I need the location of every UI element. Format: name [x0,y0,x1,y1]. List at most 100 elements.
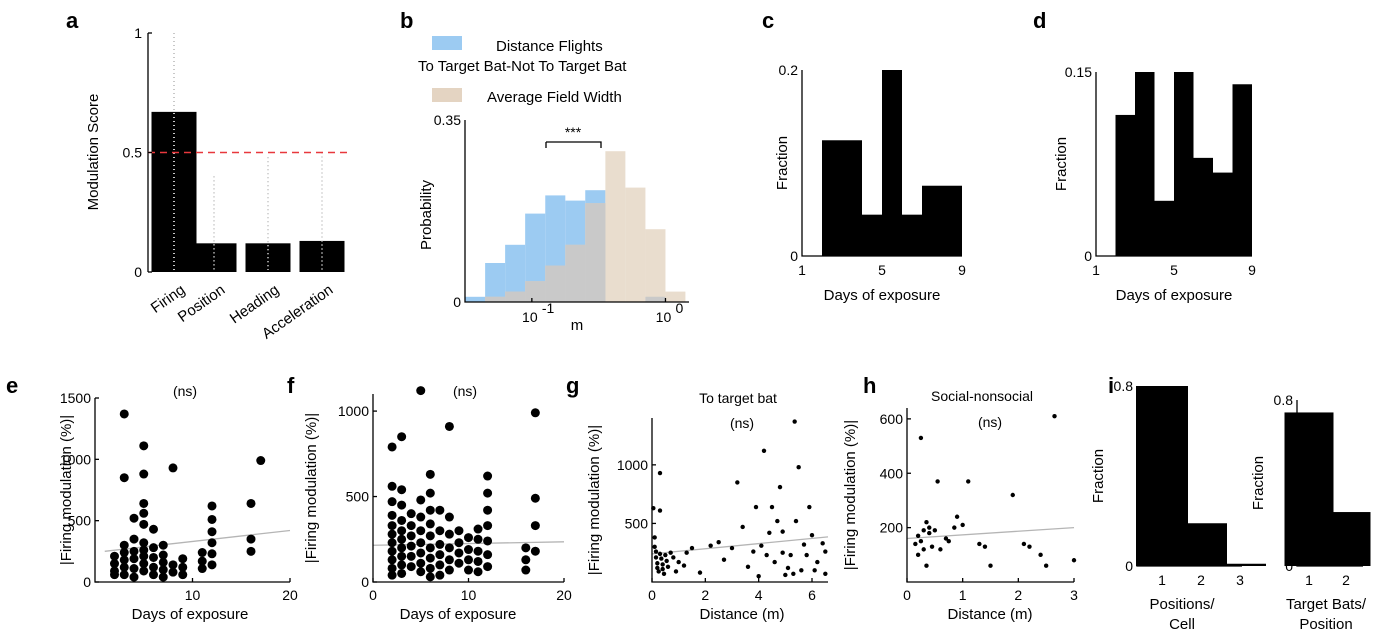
panel-d-xlabel: Days of exposure [1116,287,1233,304]
panel-h-xtick-label: 0 [903,587,911,603]
panel-f-point [397,534,407,544]
panel-g-point [652,544,657,550]
panel-i-bar [1214,563,1266,566]
panel-g-point [759,543,764,548]
panel-f-point [435,539,445,549]
panel-a-bar-firing [151,111,197,273]
panel-e-point [129,554,139,564]
panel-f-point [397,500,407,510]
panel-g-point [652,535,657,540]
panel-h-point [929,544,935,549]
panel-e-point [119,570,129,580]
panel-i-xtick-label: 3 [1236,572,1244,588]
panel-h-ytick-label: 400 [880,465,904,481]
panel-a-ylabel: Modulation Score [85,94,102,211]
panel-f-point [397,568,407,578]
panel-e-point [139,508,149,518]
panel-c-xtick-label: 5 [878,262,886,278]
panel-h-point [952,525,957,530]
panel-e-point [149,543,158,553]
panel-f-point [444,555,454,565]
panel-g-point [785,565,791,571]
panel-g-point [653,549,659,554]
panel-f-point [425,505,435,515]
panel-f-point [444,543,454,553]
panel-h-point [1038,552,1043,558]
panel-g-xtick-label: 4 [755,587,763,603]
panel-f-point [483,521,493,531]
panel-g-point [793,518,799,524]
panel-f-point [483,471,493,481]
panel-b-overlap-bar [565,244,586,302]
panel-g-point [799,568,804,573]
panel-h-point [1043,563,1049,568]
panel-f-point [406,509,416,519]
panel-b-axes [464,120,689,303]
panel-i-xtick-label: 1 [1305,572,1313,588]
panel-h-xtick-label: 2 [1014,587,1022,603]
panel-g-point [716,539,721,545]
panel-f-point [444,512,454,522]
panel-i-ytick-label: 0.8 [1114,378,1134,394]
panel-i-axes [1296,400,1363,567]
panel-f-point [435,505,445,515]
panel-g-point [689,545,695,551]
panel-g-point [655,561,660,566]
panel-e-point [139,566,149,576]
panel-c-xlabel: Days of exposure [824,287,941,304]
panel-f-ytick-label: 500 [346,489,370,505]
panel-h-point [918,539,924,544]
panel-e-annotation: (ns) [173,383,197,399]
panel-g-point [809,532,815,538]
panel-e-point [129,546,139,556]
panel-f-point [521,565,531,575]
panel-f-point [397,485,407,495]
panel-f-point [483,536,493,546]
panel-d-ytick-label: 0.15 [1065,64,1092,80]
panel-g-point [659,556,664,561]
panel-b-ytick-label: 0.35 [434,112,461,128]
panel-e-point [246,498,256,508]
panel-b-fieldwidth-bar [645,229,666,302]
panel-a-bar-position [191,243,237,272]
panel-d-axes [1095,72,1252,257]
panel-g-point [777,484,783,490]
panel-f-point [435,560,445,570]
panel-e-point [119,562,129,572]
panel-f-point [454,526,464,536]
panel-e-point [119,473,129,483]
panel-h-point [954,514,960,519]
panel-h-point [1027,544,1032,549]
panel-b-overlap-bar [505,291,526,302]
panel-g-point [775,518,780,524]
panel-b-overlap-bar [645,296,666,302]
panel-d-xtick-label: 9 [1248,262,1256,278]
panel-g-point [783,572,788,578]
panel-g-point [653,555,659,560]
panel-f-point [397,551,407,561]
panel-f-point [425,572,435,582]
panel-h-point [943,536,949,541]
panel-e-point [207,501,217,511]
panel-g-point [657,470,663,476]
panel-f-point [406,531,416,541]
panel-b-letter: b [400,8,413,33]
panel-e-point [207,514,217,524]
panel-g-letter: g [566,373,579,398]
panel-b-overlap-bar [525,281,546,302]
panel-h-xtick-label: 1 [959,587,967,603]
panel-h-ylabel: |Firing modulation (%)| [842,420,859,570]
panel-f-point [483,488,493,498]
panel-g-point [684,550,689,555]
panel-b-significance-bracket [545,141,602,148]
panel-f-point [483,550,493,560]
panel-e-xlabel: Days of exposure [132,606,249,623]
panel-e-point [149,552,158,562]
panel-h-point [982,544,988,549]
panel-i-ylabel: Fraction [1090,449,1107,503]
panel-f-xtick-label: 20 [556,587,572,603]
panel-f-point [473,546,483,556]
panel-h-axes [906,408,1074,583]
panel-f-point [425,563,435,573]
panel-g-point [756,573,761,579]
